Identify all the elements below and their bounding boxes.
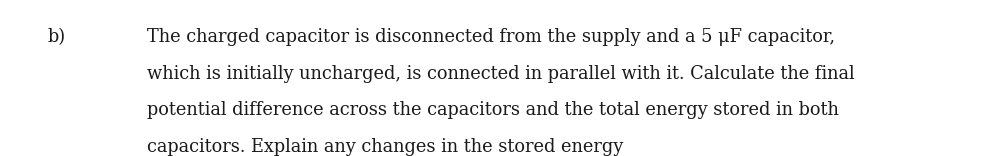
Text: b): b) <box>48 28 65 46</box>
Text: which is initially uncharged, is connected in parallel with it. Calculate the fi: which is initially uncharged, is connect… <box>147 65 854 83</box>
Text: capacitors. Explain any changes in the stored energy: capacitors. Explain any changes in the s… <box>147 138 623 156</box>
Text: The charged capacitor is disconnected from the supply and a 5 μF capacitor,: The charged capacitor is disconnected fr… <box>147 28 835 46</box>
Text: potential difference across the capacitors and the total energy stored in both: potential difference across the capacito… <box>147 101 838 119</box>
